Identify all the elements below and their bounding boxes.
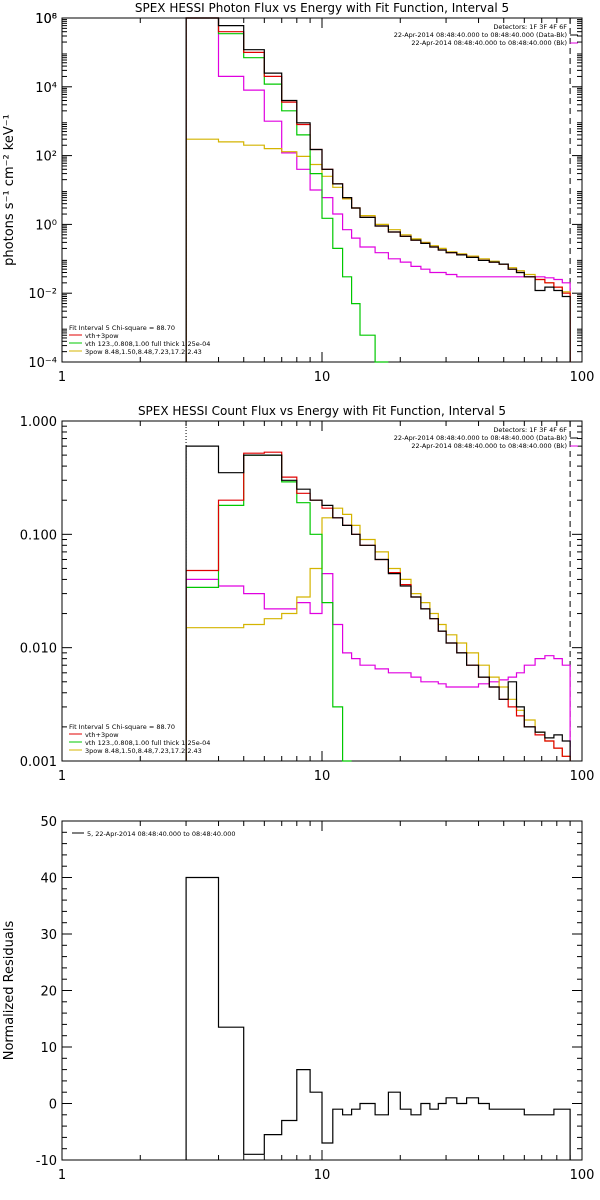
legend-entry: 22-Apr-2014 08:48:40.000 to 08:48:40.000… xyxy=(394,31,567,39)
y-tick-label: 10⁻² xyxy=(28,287,57,302)
series-line xyxy=(185,451,571,761)
y-tick-label: 10⁸ xyxy=(35,12,57,27)
legend-entry: 22-Apr-2014 08:48:40.000 to 08:48:40.000… xyxy=(394,434,567,442)
y-tick-label: -10 xyxy=(36,1154,57,1169)
y-tick-label: 20 xyxy=(40,985,57,1000)
fit-legend-header: Fit Interval 5 Chi-square = 88.70 xyxy=(69,723,175,731)
legend-detectors: Detectors: 1F 3F 4F 6F xyxy=(493,23,567,31)
y-tick-label: 1.000 xyxy=(20,415,57,430)
x-tick-label: 10 xyxy=(314,1168,331,1183)
y-tick-label: 10⁰ xyxy=(35,218,57,233)
x-tick-label: 10 xyxy=(314,769,331,784)
y-tick-label: 10² xyxy=(35,150,57,165)
y-tick-label: 10 xyxy=(40,1041,57,1056)
fit-legend-entry: vth 123.,0.808,1.00 full thick 1.25e-04 xyxy=(85,340,210,348)
y-tick-label: 30 xyxy=(40,928,57,943)
y-tick-label: 0.100 xyxy=(20,528,57,543)
series-line xyxy=(185,876,571,1160)
x-tick-label: 10 xyxy=(314,370,331,385)
fit-legend-entry: 3pow 8.48,1.50,8.48,7.23,17.2,2.43 xyxy=(85,348,202,356)
series-line xyxy=(185,454,352,762)
residual-legend: 5, 22-Apr-2014 08:48:40.000 to 08:48:40.… xyxy=(87,830,236,838)
fit-legend-entry: vth 123.,0.808,1.00 full thick 1.25e-04 xyxy=(85,739,210,747)
series-line xyxy=(185,138,571,362)
y-tick-label: 0.010 xyxy=(20,642,57,657)
y-axis-label: photons s⁻¹ cm⁻² keV⁻¹ xyxy=(2,114,17,266)
legend-entry: 22-Apr-2014 08:48:40.000 to 08:48:40.000… xyxy=(411,39,567,47)
x-tick-label: 1 xyxy=(58,370,66,385)
x-tick-label: 1 xyxy=(58,769,66,784)
y-tick-label: 0.001 xyxy=(20,755,57,770)
series-line xyxy=(185,507,571,761)
series-line xyxy=(185,17,571,362)
x-tick-label: 100 xyxy=(570,769,595,784)
x-tick-label: 100 xyxy=(570,370,595,385)
series-line xyxy=(185,17,571,362)
fit-legend-entry: vth+3pow xyxy=(85,332,119,340)
series-line xyxy=(185,445,571,761)
fit-legend-entry: 3pow 8.48,1.50,8.48,7.23,17.2,2.43 xyxy=(85,747,202,755)
x-tick-label: 100 xyxy=(570,1168,595,1183)
series-line xyxy=(185,17,389,363)
chart-title: SPEX HESSI Count Flux vs Energy with Fit… xyxy=(138,404,506,418)
series-line xyxy=(185,17,571,362)
y-tick-label: 40 xyxy=(40,872,57,887)
legend-detectors: Detectors: 1F 3F 4F 6F xyxy=(493,426,567,434)
series-line xyxy=(185,573,571,761)
legend-entry: 22-Apr-2014 08:48:40.000 to 08:48:40.000… xyxy=(411,442,567,450)
fit-legend-entry: vth+3pow xyxy=(85,731,119,739)
y-tick-label: 10⁻⁴ xyxy=(28,356,57,371)
y-axis-label: Normalized Residuals xyxy=(2,921,17,1061)
y-tick-label: 10⁶ xyxy=(35,12,57,27)
x-tick-label: 1 xyxy=(58,1168,66,1183)
y-tick-label: 0 xyxy=(49,1098,57,1113)
chart-title: SPEX HESSI Photon Flux vs Energy with Fi… xyxy=(135,1,509,15)
y-tick-label: 10⁴ xyxy=(35,81,57,96)
y-tick-label: 50 xyxy=(40,815,57,830)
fit-legend-header: Fit Interval 5 Chi-square = 88.70 xyxy=(69,324,175,332)
